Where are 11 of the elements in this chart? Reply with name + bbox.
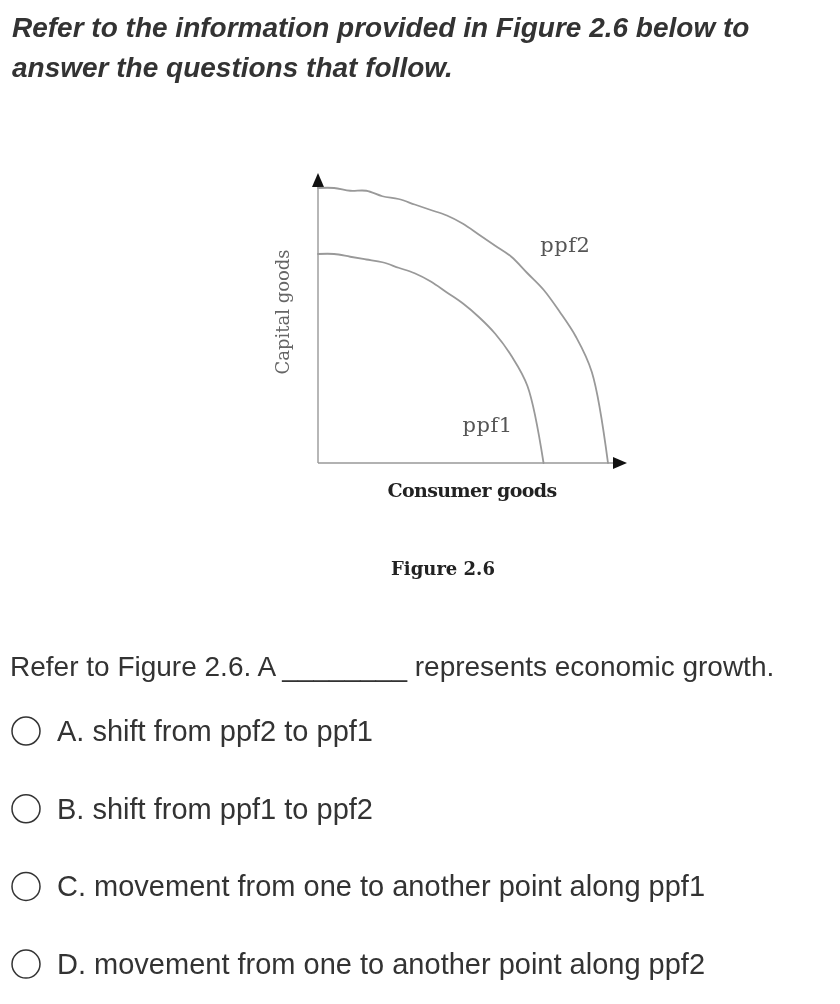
text: C. movement from one to another point along ppf1 xyxy=(57,870,706,903)
caption: Figure 2.6 xyxy=(391,558,495,579)
x-axis-title: Consumer goods xyxy=(387,479,557,501)
y-axis-title: Capital goods xyxy=(272,249,293,375)
chart-title: Refer to the information provided in Figure 2.6 below to answer the questions that follow. xyxy=(12,12,750,83)
series-label: ppf1 xyxy=(462,413,513,437)
series-label: ppf2 xyxy=(540,232,591,257)
text: D. movement from one to another point along ppf2 xyxy=(57,948,706,981)
text: Refer to Figure 2.6. A ________ represents economic growth. xyxy=(10,651,775,682)
text: B. shift from ppf1 to ppf2 xyxy=(57,792,373,825)
text: A. shift from ppf2 to ppf1 xyxy=(57,715,373,747)
